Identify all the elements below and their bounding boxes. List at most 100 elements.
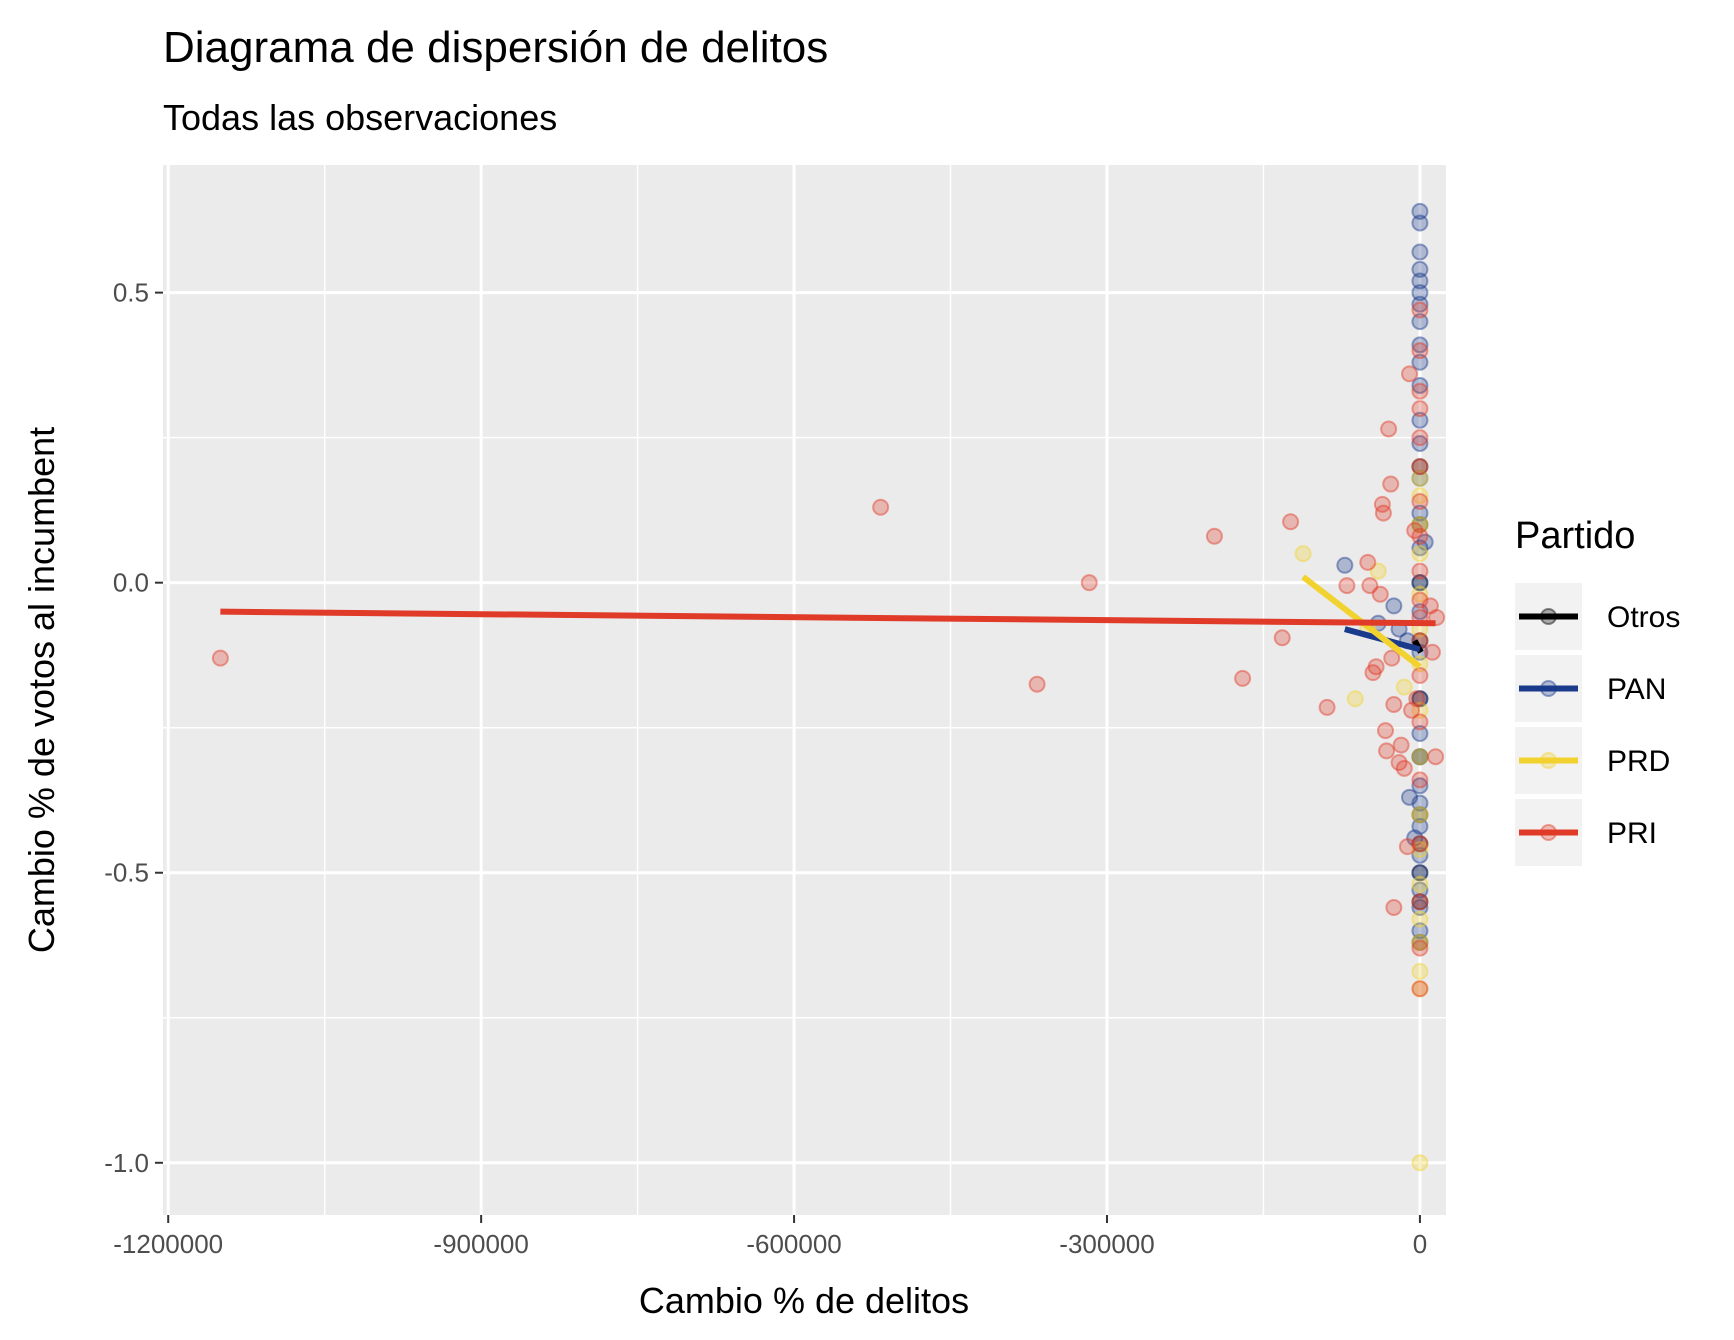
point-pan — [1411, 603, 1429, 621]
y-axis-label: Cambio % de votos al incumbent — [21, 427, 62, 953]
point-pri — [1383, 649, 1401, 667]
point-pri — [1411, 301, 1429, 319]
x-tick-label: -1200000 — [113, 1229, 223, 1259]
point-pan — [1411, 922, 1429, 940]
point-pri — [1080, 574, 1098, 592]
point-pri — [1364, 664, 1382, 682]
point-pri — [1028, 675, 1046, 693]
point-pan — [1411, 574, 1429, 592]
point-pan — [1411, 214, 1429, 232]
point-pan — [1411, 469, 1429, 487]
point-pan — [1411, 817, 1429, 835]
point-pri — [1273, 629, 1291, 647]
point-pan — [1400, 788, 1418, 806]
point-pan — [1406, 829, 1424, 847]
point-prd — [1411, 1154, 1429, 1172]
point-pri — [1406, 521, 1424, 539]
point-pan — [1411, 243, 1429, 261]
point-pri — [1408, 690, 1426, 708]
legend-label: Otros — [1607, 601, 1680, 634]
chart-title: Diagrama de dispersión de delitos — [163, 23, 828, 72]
legend-item-pan: PAN — [1515, 655, 1666, 722]
point-pri — [1400, 365, 1418, 383]
x-tick-label: 0 — [1413, 1229, 1427, 1259]
point-otros — [1411, 835, 1429, 853]
point-pan — [1336, 556, 1354, 574]
point-otros — [1411, 893, 1429, 911]
grid-major-lines — [163, 165, 1446, 1215]
legend-key-point — [1540, 752, 1557, 769]
legend-key-point — [1540, 608, 1557, 625]
grid-minor-lines — [163, 165, 1446, 1215]
point-pri — [1390, 754, 1408, 772]
x-tick-label: -900000 — [433, 1229, 528, 1259]
point-pan — [1411, 411, 1429, 429]
point-pri — [1385, 899, 1403, 917]
point-prd — [1411, 980, 1429, 998]
point-prd — [1411, 933, 1429, 951]
legend-label: PAN — [1607, 673, 1666, 706]
point-pan — [1411, 864, 1429, 882]
point-pri — [872, 498, 890, 516]
point-pan — [1411, 376, 1429, 394]
point-pri — [1338, 577, 1356, 595]
point-prd — [1411, 487, 1429, 505]
y-axis-ticks: -1.0 -0.5 0.0 0.5 — [104, 278, 163, 1178]
point-pri — [1377, 722, 1395, 740]
point-pri — [1382, 475, 1400, 493]
point-otros — [1411, 690, 1429, 708]
x-tick-label: -300000 — [1059, 1229, 1154, 1259]
legend-items: Otros PAN PRD PRI — [1515, 583, 1680, 866]
point-prd — [1411, 748, 1429, 766]
point-pri — [1411, 382, 1429, 400]
point-pan — [1411, 260, 1429, 278]
point-pan — [1411, 202, 1429, 220]
point-pri — [1427, 748, 1445, 766]
point-pri — [1411, 342, 1429, 360]
point-pan — [1411, 881, 1429, 899]
point-pan — [1411, 336, 1429, 354]
y-tick-label: 0.0 — [113, 568, 149, 598]
point-pri — [1411, 591, 1429, 609]
point-prd — [1411, 806, 1429, 824]
point-pri — [1380, 420, 1398, 438]
point-pri — [1411, 666, 1429, 684]
point-otros — [1411, 864, 1429, 882]
point-pri — [1374, 504, 1392, 522]
point-pan — [1411, 539, 1429, 557]
point-pan — [1411, 295, 1429, 313]
point-pan — [1411, 846, 1429, 864]
y-tick-label: 0.5 — [113, 278, 149, 308]
point-pan — [1411, 434, 1429, 452]
chart-subtitle: Todas las observaciones — [163, 97, 557, 138]
legend-key-point — [1540, 824, 1557, 841]
point-prd — [1411, 585, 1429, 603]
trend-line-pri — [220, 608, 1436, 627]
point-pri — [1392, 736, 1410, 754]
point-pan — [1411, 777, 1429, 795]
point-pri — [1385, 696, 1403, 714]
point-prd — [1346, 690, 1364, 708]
point-pri — [1411, 458, 1429, 476]
point-prd — [1411, 962, 1429, 980]
point-otros — [1411, 574, 1429, 592]
point-pri — [1234, 669, 1252, 687]
point-otros — [1411, 458, 1429, 476]
point-pri — [1411, 527, 1429, 545]
point-prd — [1395, 678, 1413, 696]
point-pan — [1411, 272, 1429, 290]
point-pri — [1411, 400, 1429, 418]
plot-panel — [163, 165, 1446, 1215]
point-pri — [1411, 429, 1429, 447]
point-pan — [1411, 725, 1429, 743]
point-pan — [1411, 748, 1429, 766]
legend-title: Partido — [1515, 515, 1635, 557]
point-pri — [1361, 577, 1379, 595]
point-pan — [1411, 690, 1429, 708]
point-pan — [1411, 313, 1429, 331]
legend-label: PRD — [1607, 745, 1670, 778]
point-pan — [1411, 284, 1429, 302]
point-pri — [1367, 658, 1385, 676]
point-pri — [1378, 742, 1396, 760]
point-pri — [1411, 939, 1429, 957]
